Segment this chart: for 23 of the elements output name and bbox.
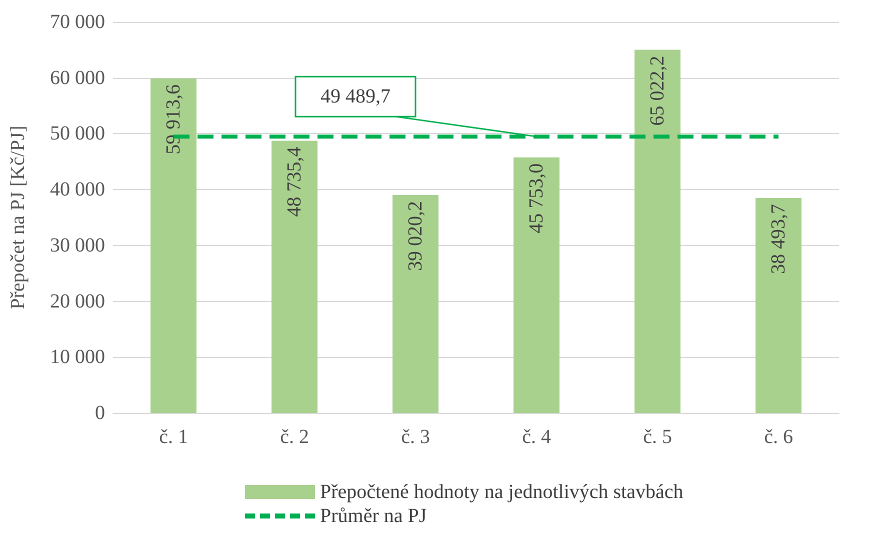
x-tick-label: č. 6 [764, 426, 793, 448]
y-axis-title: Přepočet na PJ [Kč/PJ] [7, 126, 29, 310]
y-tick-label: 0 [95, 402, 105, 424]
y-tick-label: 70 000 [50, 11, 105, 33]
x-tick-label: č. 2 [280, 426, 309, 448]
x-tick-label: č. 4 [522, 426, 551, 448]
y-tick-label: 60 000 [50, 66, 105, 89]
y-tick-label: 30 000 [50, 234, 105, 256]
y-tick-label: 40 000 [50, 178, 105, 201]
legend-label: Přepočtené hodnoty na jednotlivých stavbách [320, 481, 684, 503]
y-tick-label: 20 000 [50, 290, 105, 312]
data-label: 65 022,2 [646, 56, 668, 126]
x-tick-label: č. 3 [401, 426, 430, 448]
annotation: 49 489,7 [320, 86, 390, 108]
y-tick-label: 50 000 [50, 122, 105, 145]
x-tick-label: č. 5 [643, 426, 672, 448]
data-label: 45 753,0 [526, 163, 548, 234]
x-tick-label: č. 1 [159, 426, 188, 448]
data-label: 39 020,2 [404, 201, 426, 272]
y-tick-label: 10 000 [50, 346, 105, 368]
legend-label: Průměr na PJ [320, 505, 427, 527]
data-label: 48 735,4 [284, 146, 306, 217]
data-label: 38 493,7 [768, 204, 790, 274]
